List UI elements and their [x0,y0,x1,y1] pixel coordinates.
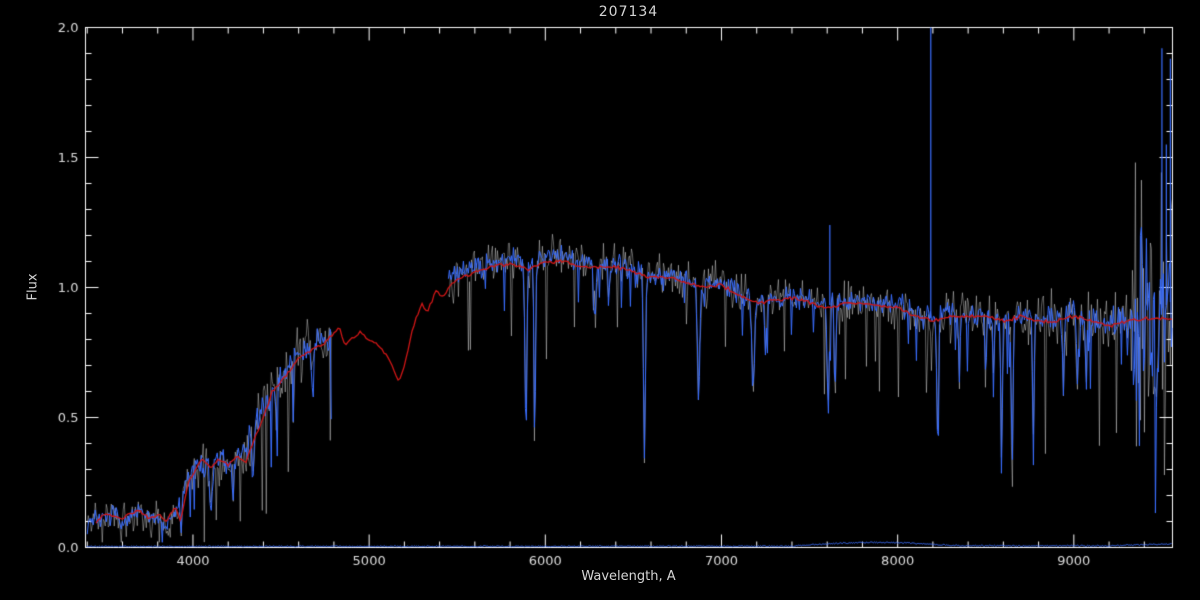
plot-title: 207134 [598,4,659,20]
y-axis-label: Flux [25,273,41,301]
x-axis-label: Wavelength, A [581,569,676,584]
